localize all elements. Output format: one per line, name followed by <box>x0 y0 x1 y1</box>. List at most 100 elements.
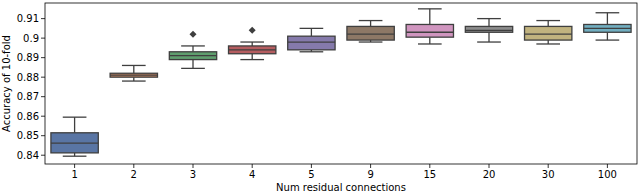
lower-whisker <box>488 32 489 42</box>
y-tick-label: 0.9 <box>23 33 39 44</box>
box-plot <box>288 28 335 51</box>
box <box>169 52 216 60</box>
box <box>51 133 98 153</box>
x-tick-label: 9 <box>367 169 373 180</box>
lower-cap <box>300 51 324 52</box>
box-plot <box>110 65 157 81</box>
box <box>288 36 335 50</box>
y-tick-label: 0.88 <box>17 72 39 83</box>
x-tick <box>311 164 312 168</box>
lower-cap <box>596 39 620 40</box>
lower-whisker <box>429 37 430 44</box>
upper-cap <box>300 28 324 29</box>
upper-whisker <box>548 21 549 27</box>
y-tick <box>41 96 45 97</box>
y-tick-label: 0.84 <box>17 150 39 161</box>
median <box>406 32 453 33</box>
upper-cap <box>596 12 620 13</box>
lower-whisker <box>192 60 193 69</box>
outlier <box>190 31 197 38</box>
x-tick <box>74 164 75 168</box>
y-tick-label: 0.89 <box>17 52 39 63</box>
box-plot <box>347 21 394 42</box>
x-tick-label: 5 <box>308 169 314 180</box>
box-plot <box>406 9 453 44</box>
y-tick <box>41 38 45 39</box>
x-axis-label: Num residual connections <box>276 182 406 193</box>
upper-whisker <box>607 13 608 25</box>
box-plot <box>525 21 572 44</box>
median <box>525 34 572 35</box>
lower-cap <box>359 41 383 42</box>
box-plot <box>465 19 512 42</box>
upper-cap <box>418 8 442 9</box>
box-plot <box>229 27 276 60</box>
upper-cap <box>536 20 560 21</box>
median <box>169 55 216 56</box>
outlier <box>249 27 256 34</box>
box <box>110 73 157 77</box>
x-tick-label: 3 <box>190 169 196 180</box>
x-tick <box>489 164 490 168</box>
lower-whisker <box>252 54 253 60</box>
upper-whisker <box>74 117 75 133</box>
boxes <box>51 9 631 156</box>
chart: 0.840.850.860.870.880.890.90.91123459152… <box>0 0 640 194</box>
x-tick-label: 2 <box>131 169 137 180</box>
box <box>229 46 276 54</box>
lower-cap <box>122 80 146 81</box>
box <box>347 26 394 40</box>
y-tick-label: 0.85 <box>17 130 39 141</box>
median <box>465 30 512 31</box>
upper-cap <box>122 65 146 66</box>
y-tick <box>41 57 45 58</box>
box <box>584 24 631 32</box>
box <box>525 26 572 40</box>
upper-cap <box>63 117 87 118</box>
y-tick-label: 0.87 <box>17 91 39 102</box>
y-tick <box>41 155 45 156</box>
upper-cap <box>240 41 264 42</box>
box <box>406 24 453 37</box>
lower-cap <box>181 68 205 69</box>
x-tick-label: 1 <box>71 169 77 180</box>
upper-cap <box>477 18 501 19</box>
x-tick <box>548 164 549 168</box>
upper-cap <box>181 45 205 46</box>
box <box>465 26 512 32</box>
plot-frame <box>45 3 637 164</box>
upper-whisker <box>192 46 193 52</box>
y-tick <box>41 77 45 78</box>
upper-whisker <box>429 9 430 25</box>
lower-cap <box>536 43 560 44</box>
median <box>110 75 157 76</box>
y-tick <box>41 18 45 19</box>
y-tick <box>41 116 45 117</box>
lower-cap <box>418 43 442 44</box>
x-tick <box>252 164 253 168</box>
median <box>288 41 335 42</box>
box-plot <box>584 13 631 40</box>
x-tick <box>370 164 371 168</box>
x-tick <box>133 164 134 168</box>
y-tick <box>41 135 45 136</box>
box-plot <box>169 31 216 69</box>
x-tick-label: 15 <box>423 169 436 180</box>
lower-cap <box>63 156 87 157</box>
x-tick <box>429 164 430 168</box>
median <box>51 142 98 143</box>
x-tick <box>607 164 608 168</box>
y-tick-label: 0.91 <box>17 13 39 24</box>
x-tick-label: 20 <box>483 169 496 180</box>
median <box>584 28 631 29</box>
box-plot <box>51 117 98 156</box>
x-tick-label: 30 <box>542 169 555 180</box>
x-tick <box>193 164 194 168</box>
upper-whisker <box>370 21 371 27</box>
x-tick-label: 4 <box>249 169 255 180</box>
lower-cap <box>477 41 501 42</box>
upper-whisker <box>488 19 489 27</box>
lower-whisker <box>607 32 608 40</box>
median <box>229 49 276 50</box>
upper-cap <box>359 20 383 21</box>
